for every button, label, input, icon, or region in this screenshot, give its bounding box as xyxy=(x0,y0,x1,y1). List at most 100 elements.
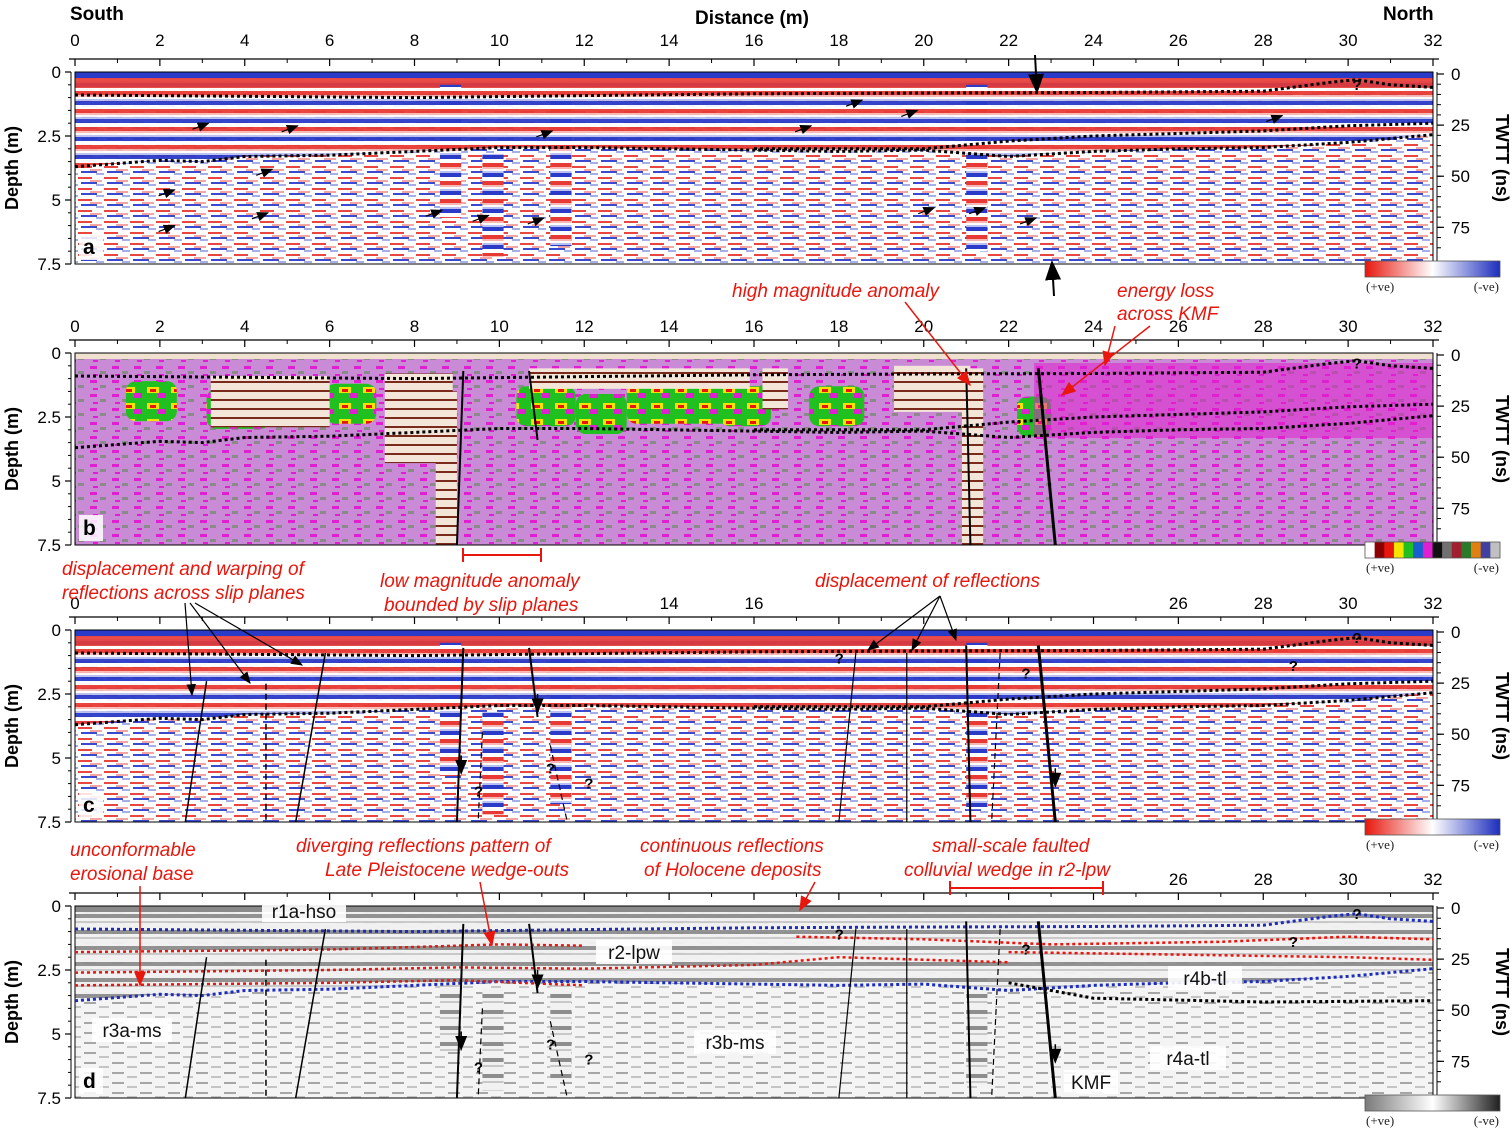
distance-tick-label: 30 xyxy=(1339,594,1358,613)
distance-tick-label: 8 xyxy=(410,31,419,50)
question-mark: ? xyxy=(546,1036,555,1053)
distance-tick-label: 28 xyxy=(1254,31,1273,50)
depth-tick-label: 0 xyxy=(52,344,61,363)
twtt-tick-label: 50 xyxy=(1451,448,1470,467)
question-mark: ? xyxy=(835,926,844,943)
fault-line xyxy=(455,923,465,1099)
twtt-tick-label: 50 xyxy=(1451,725,1470,744)
distance-tick-label: 20 xyxy=(914,31,933,50)
colorbar-positive-label: (+ve) xyxy=(1366,560,1394,575)
colorbar-swatch xyxy=(1393,542,1404,558)
ringing-column xyxy=(439,84,462,218)
panel-c-annotations: displacement and warping of reflections … xyxy=(62,559,1040,697)
fault-line xyxy=(184,681,208,823)
twtt-tick-label: 25 xyxy=(1451,674,1470,693)
unit-r4b-tl: r4b-tl xyxy=(1183,969,1226,990)
annotation-diverging-2: Late Pleistocene wedge-outs xyxy=(325,860,569,881)
colorbar-swatch xyxy=(1461,542,1472,558)
horizon-red xyxy=(74,955,1009,974)
fault-line xyxy=(1036,368,1057,546)
distance-tick-label: 30 xyxy=(1339,31,1358,50)
distance-tick-label: 8 xyxy=(410,317,419,336)
fault-line xyxy=(838,928,857,1099)
panel-frame xyxy=(74,71,1434,265)
fault-line xyxy=(965,921,972,1099)
depth-tick-label: 5 xyxy=(52,1025,61,1044)
ringing-column xyxy=(482,711,504,815)
depth-tick-label: 7.5 xyxy=(37,1089,61,1108)
colorbar-b: (+ve) (-ve) xyxy=(1364,541,1501,575)
panel-letter: c xyxy=(83,794,95,817)
panel-a-annotations xyxy=(1028,54,1062,297)
panel-frame xyxy=(74,629,1434,823)
annotation-continuous: continuous reflections xyxy=(640,836,824,857)
depth-tick-label: 5 xyxy=(52,191,61,210)
distance-tick-label: 2 xyxy=(155,31,164,50)
question-mark: ? xyxy=(546,760,555,777)
magnitude-blob xyxy=(125,381,177,422)
magnitude-blob xyxy=(720,386,771,427)
colorbar-positive-label: (+ve) xyxy=(1366,837,1394,852)
distance-tick-label: 10 xyxy=(490,31,509,50)
distance-tick-label: 24 xyxy=(1084,317,1103,336)
colorbar-gradient xyxy=(1364,260,1501,278)
colorbar-gradient xyxy=(1364,818,1501,836)
question-mark: ? xyxy=(474,1059,483,1076)
reflection-arrow xyxy=(251,212,270,222)
depth-axis-title: Depth (m) xyxy=(2,126,22,210)
reflection-arrow xyxy=(918,206,936,216)
distance-tick-label: 14 xyxy=(660,31,679,50)
reflection-arrow xyxy=(472,214,490,224)
fault-line xyxy=(294,652,327,823)
colorbar-swatch xyxy=(1471,542,1482,558)
fault-line xyxy=(1036,645,1057,823)
distance-tick-label: 6 xyxy=(325,317,334,336)
panel-letter: d xyxy=(83,1070,96,1093)
distance-tick-label: 28 xyxy=(1254,594,1273,613)
colorbar-a: (+ve) (-ve) xyxy=(1364,260,1501,294)
panel-c: 0 14 16 26 28 30 32??????? 0 2.5 5 7.5 0 25 50 75 Depth… xyxy=(2,594,1512,852)
high-magnitude-column xyxy=(435,391,457,545)
question-mark: ? xyxy=(1289,658,1298,675)
question-mark: ? xyxy=(474,783,483,800)
distance-tick-label: 30 xyxy=(1339,317,1358,336)
colorbar-negative-label: (-ve) xyxy=(1474,1113,1499,1128)
ringing-column xyxy=(550,931,572,1081)
colorbar-swatch xyxy=(1384,542,1395,558)
question-mark: ? xyxy=(835,650,844,667)
distance-tick-label: 18 xyxy=(829,317,848,336)
depth-tick-label: 7.5 xyxy=(37,536,61,555)
fault-line xyxy=(965,645,972,823)
distance-tick-label: 4 xyxy=(240,31,249,50)
fault-line xyxy=(1036,921,1057,1099)
horizon-red xyxy=(796,935,1434,946)
panel-b-annotations: high magnitude anomaly energy loss acros… xyxy=(462,281,1220,562)
depth-axis-title: Depth (m) xyxy=(2,960,22,1044)
annotation-low-magnitude: low magnitude anomaly xyxy=(380,571,581,592)
colorbar-swatch xyxy=(1365,542,1375,558)
distance-tick-label: 26 xyxy=(1169,594,1188,613)
twtt-tick-label: 75 xyxy=(1451,499,1470,518)
ringing-column xyxy=(550,97,572,247)
ringing-column xyxy=(550,655,572,805)
fault-line xyxy=(477,1008,483,1099)
distance-tick-label: 26 xyxy=(1169,317,1188,336)
question-mark: ? xyxy=(1352,630,1361,647)
annotation-diverging: diverging reflections pattern of xyxy=(296,836,552,857)
annotation-small-scale-2: colluvial wedge in r2-lpw xyxy=(904,860,1111,881)
colorbar-swatch xyxy=(1403,542,1414,558)
colorbar-positive-label: (+ve) xyxy=(1366,1113,1394,1128)
twtt-tick-label: 0 xyxy=(1451,899,1460,918)
depth-axis-title: Depth (m) xyxy=(2,684,22,768)
colorbar-swatch xyxy=(1413,542,1424,558)
reflection-arrow xyxy=(1266,114,1284,124)
annotation-small-scale: small-scale faulted xyxy=(932,836,1091,857)
unit-kmf: KMF xyxy=(1071,1073,1111,1094)
distance-tick-label: 24 xyxy=(1084,31,1103,50)
fault-line xyxy=(294,928,327,1099)
fault-line xyxy=(991,929,1001,1099)
reflection-arrow xyxy=(256,168,274,178)
distance-tick-label: 0 xyxy=(70,594,79,613)
reflection-arrow xyxy=(158,189,176,199)
panel-d: 26 28 30 32??????? 0 2.5 5 7.5 0 25 50 75 Depth (m) T… xyxy=(2,870,1512,1128)
